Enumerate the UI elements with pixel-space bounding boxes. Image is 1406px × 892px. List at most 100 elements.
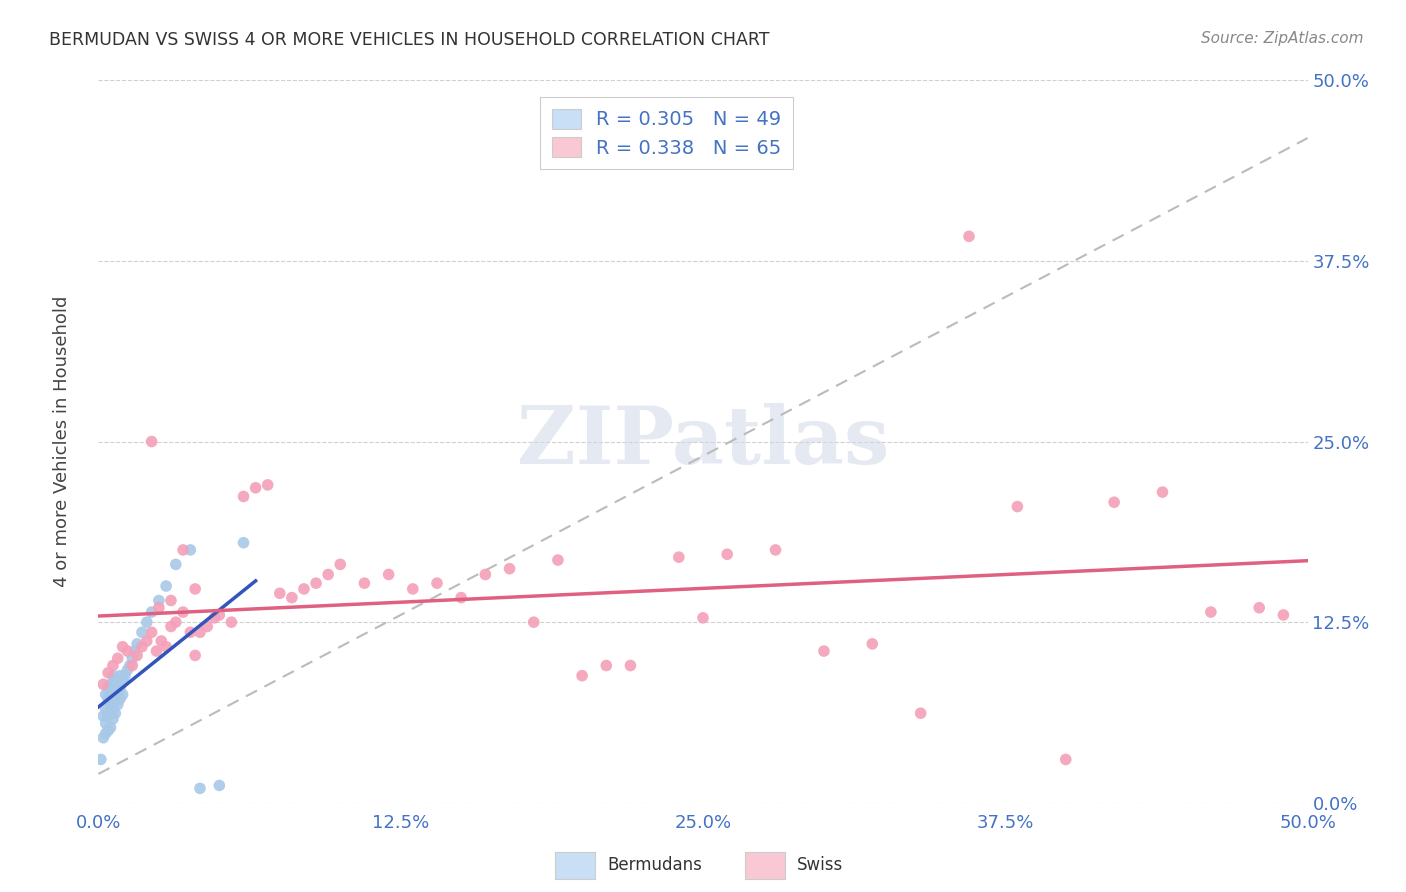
Point — [127, 637, 149, 651]
Point — [111, 687, 134, 701]
Point — [1249, 600, 1271, 615]
Point — [101, 691, 124, 706]
Point — [108, 691, 131, 706]
Point — [208, 779, 231, 793]
Point — [619, 658, 641, 673]
Point — [108, 680, 131, 694]
Point — [97, 665, 120, 680]
Point — [910, 706, 932, 721]
Text: Swiss: Swiss — [797, 856, 844, 874]
Point — [114, 668, 136, 682]
Point — [305, 576, 328, 591]
Point — [121, 651, 143, 665]
Point — [97, 680, 120, 694]
Point — [104, 695, 127, 709]
Point — [90, 752, 112, 766]
Point — [104, 706, 127, 721]
Text: Bermudans: Bermudans — [607, 856, 702, 874]
Point — [184, 648, 207, 663]
Point — [221, 615, 243, 630]
Point — [101, 712, 124, 726]
Point — [765, 542, 787, 557]
Point — [97, 691, 120, 706]
Point — [111, 640, 134, 654]
Point — [104, 683, 127, 698]
Point — [1272, 607, 1295, 622]
Point — [100, 698, 122, 712]
Point — [195, 619, 218, 633]
Point — [104, 673, 127, 687]
Point — [155, 640, 177, 654]
Point — [107, 698, 129, 712]
Point — [1152, 485, 1174, 500]
Point — [172, 542, 194, 557]
Point — [208, 607, 231, 622]
Point — [141, 625, 163, 640]
Point — [91, 731, 114, 745]
Text: ZIPatlas: ZIPatlas — [517, 402, 889, 481]
Point — [91, 677, 114, 691]
Point — [135, 634, 157, 648]
Point — [813, 644, 835, 658]
Point — [94, 702, 117, 716]
Point — [269, 586, 291, 600]
Point — [179, 625, 201, 640]
Point — [1054, 752, 1077, 766]
Point — [97, 723, 120, 738]
Point — [117, 663, 139, 677]
Point — [184, 582, 207, 596]
Point — [117, 644, 139, 658]
Point — [547, 553, 569, 567]
Point — [160, 593, 183, 607]
Point — [160, 619, 183, 633]
Point — [474, 567, 496, 582]
Point — [402, 582, 425, 596]
Point — [204, 611, 226, 625]
Point — [172, 605, 194, 619]
Point — [94, 716, 117, 731]
Point — [232, 535, 254, 549]
Point — [329, 558, 352, 572]
Point — [498, 562, 520, 576]
Point — [716, 547, 738, 561]
Point — [127, 648, 149, 663]
Point — [232, 490, 254, 504]
Point — [1102, 495, 1125, 509]
Point — [692, 611, 714, 625]
Point — [108, 668, 131, 682]
Point — [100, 706, 122, 721]
Point — [97, 709, 120, 723]
Point — [94, 726, 117, 740]
Point — [107, 687, 129, 701]
Point — [281, 591, 304, 605]
Point — [426, 576, 449, 591]
Point — [141, 434, 163, 449]
Point — [100, 677, 122, 691]
Point — [131, 640, 153, 654]
Point — [91, 709, 114, 723]
Point — [111, 673, 134, 687]
Y-axis label: 4 or more Vehicles in Household: 4 or more Vehicles in Household — [52, 296, 70, 587]
Text: BERMUDAN VS SWISS 4 OR MORE VEHICLES IN HOUSEHOLD CORRELATION CHART: BERMUDAN VS SWISS 4 OR MORE VEHICLES IN … — [49, 31, 769, 49]
Point — [292, 582, 315, 596]
Point — [523, 615, 546, 630]
Point — [100, 687, 122, 701]
Point — [131, 625, 153, 640]
Point — [179, 542, 201, 557]
Point — [571, 668, 593, 682]
Point — [155, 579, 177, 593]
Point — [107, 677, 129, 691]
Point — [957, 229, 980, 244]
Point — [121, 658, 143, 673]
Text: Source: ZipAtlas.com: Source: ZipAtlas.com — [1201, 31, 1364, 46]
Point — [118, 658, 141, 673]
Point — [377, 567, 399, 582]
Point — [94, 687, 117, 701]
Point — [256, 478, 278, 492]
Point — [100, 721, 122, 735]
Point — [595, 658, 617, 673]
Point — [1007, 500, 1029, 514]
Point — [101, 668, 124, 682]
Point — [107, 651, 129, 665]
Point — [124, 644, 146, 658]
